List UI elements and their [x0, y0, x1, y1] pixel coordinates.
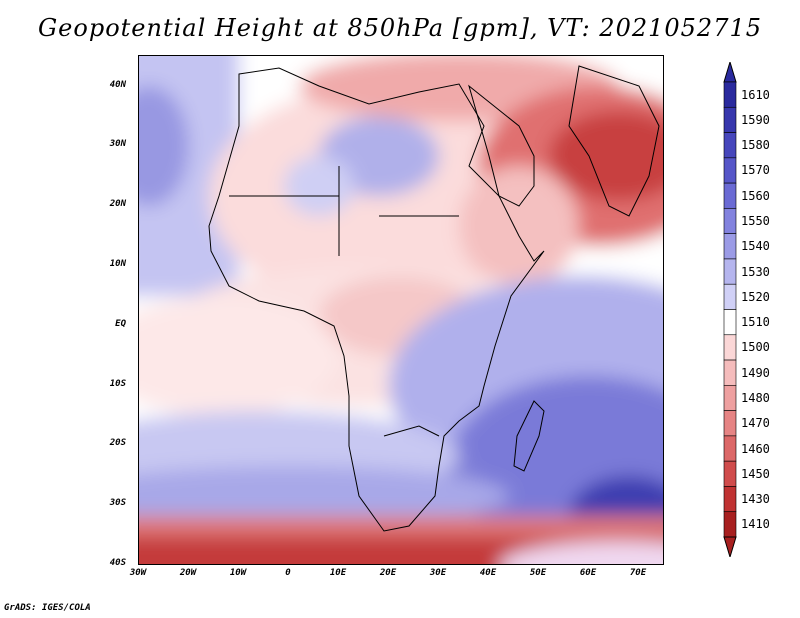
- chart-title: Geopotential Height at 850hPa [gpm], VT:…: [38, 14, 762, 42]
- lat-label: 10N: [109, 259, 126, 269]
- colorbar-swatch: [723, 410, 737, 437]
- colorbar-label: 1430: [741, 492, 770, 507]
- lon-label: 30E: [429, 568, 447, 578]
- colorbar-max-arrow: [723, 62, 737, 83]
- colorbar-swatch: [723, 233, 737, 260]
- colorbar-label: 1500: [741, 340, 770, 355]
- lat-label: 10S: [109, 379, 126, 389]
- colorbar-swatch: [723, 157, 737, 184]
- colorbar-label: 1470: [741, 416, 770, 431]
- colorbar-label: 1590: [741, 112, 770, 127]
- colorbar-label: 1610: [741, 87, 770, 102]
- colorbar-swatch: [723, 486, 737, 513]
- lon-label: 0: [285, 568, 291, 578]
- colorbar-label: 1530: [741, 264, 770, 279]
- lat-label: 30N: [109, 139, 126, 149]
- colorbar-swatch: [723, 81, 737, 108]
- colorbar-swatch: [723, 385, 737, 411]
- lon-label: 10W: [229, 568, 247, 578]
- colorbar-swatch: [723, 359, 737, 386]
- lon-label: 60E: [579, 568, 597, 578]
- colorbar-swatch: [723, 435, 737, 462]
- credit-text: GrADS: IGES/COLA: [4, 603, 91, 613]
- colorbar-swatch: [723, 511, 737, 538]
- height-field: [139, 56, 663, 564]
- map-panel: [138, 55, 664, 565]
- colorbar-swatch: [723, 182, 737, 209]
- colorbar-label: 1490: [741, 365, 770, 380]
- coastlines: [208, 65, 660, 532]
- colorbar-swatch: [723, 208, 737, 234]
- colorbar-label: 1480: [741, 390, 770, 405]
- lat-label: 30S: [109, 498, 126, 508]
- colorbar-swatch: [723, 460, 737, 487]
- lon-label: 10E: [329, 568, 347, 578]
- colorbar-label: 1410: [741, 517, 770, 532]
- lat-label: 20N: [109, 199, 126, 209]
- colorbar-swatch: [723, 283, 737, 310]
- colorbar-label: 1540: [741, 239, 770, 254]
- colorbar-swatch: [723, 334, 737, 361]
- lat-label: EQ: [115, 319, 126, 329]
- colorbar-label: 1450: [741, 466, 770, 481]
- lon-label: 50E: [529, 568, 547, 578]
- lon-label: 20W: [179, 568, 197, 578]
- colorbar-label: 1510: [741, 315, 770, 330]
- lat-label: 40S: [109, 558, 126, 568]
- colorbar-label: 1560: [741, 188, 770, 203]
- lon-label: 20E: [379, 568, 397, 578]
- colorbar-swatch: [723, 132, 737, 159]
- colorbar-swatch: [723, 258, 737, 285]
- colorbar-swatch: [723, 309, 737, 336]
- colorbar: [723, 62, 737, 557]
- lon-label: 30W: [129, 568, 147, 578]
- colorbar-swatch: [723, 106, 737, 133]
- colorbar-label: 1460: [741, 441, 770, 456]
- lat-label: 20S: [109, 438, 126, 448]
- lat-label: 40N: [109, 80, 126, 90]
- colorbar-label: 1570: [741, 163, 770, 178]
- colorbar-label: 1550: [741, 214, 770, 229]
- lon-label: 70E: [629, 568, 647, 578]
- colorbar-label: 1580: [741, 138, 770, 153]
- colorbar-label: 1520: [741, 289, 770, 304]
- lon-label: 40E: [479, 568, 497, 578]
- colorbar-min-arrow: [723, 536, 737, 557]
